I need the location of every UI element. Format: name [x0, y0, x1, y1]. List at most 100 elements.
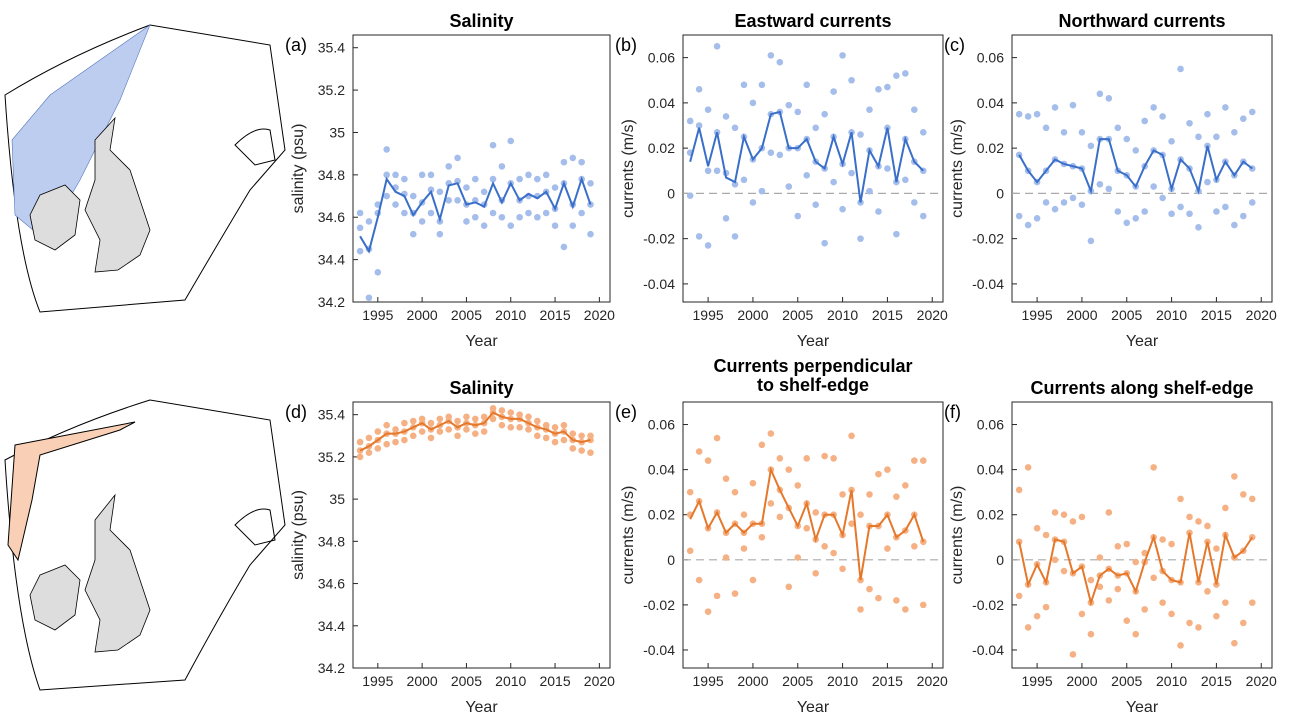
scatter-point	[1078, 128, 1086, 136]
scatter-point	[857, 511, 864, 519]
scatter-point	[1204, 522, 1211, 530]
scatter-point	[1060, 128, 1068, 136]
scatter-point	[1123, 617, 1131, 624]
scatter-point	[507, 424, 515, 431]
scatter-point	[418, 218, 426, 225]
scatter-point	[1024, 624, 1032, 631]
scatter-point	[516, 175, 523, 183]
scatter-point	[695, 576, 703, 584]
scatter-point	[498, 163, 506, 170]
scatter-point	[1186, 619, 1193, 627]
panel-label: (a)	[285, 35, 307, 55]
scatter-point	[857, 131, 864, 138]
scatter-point	[374, 269, 382, 276]
scatter-point	[1195, 224, 1202, 231]
y-tick-label: 35.2	[318, 82, 345, 98]
scatter-point	[1078, 201, 1086, 209]
scatter-point	[365, 434, 373, 442]
axes-box	[682, 401, 944, 669]
scatter-point	[695, 448, 703, 455]
scatter-point	[1240, 115, 1247, 123]
scatter-point	[776, 513, 784, 521]
x-tick-label: 2020	[584, 307, 615, 323]
scatter-point	[489, 175, 497, 183]
scatter-point	[560, 158, 568, 166]
scatter-point	[803, 81, 811, 89]
scatter-point	[1042, 603, 1050, 611]
mean-line	[689, 110, 924, 203]
scatter-point	[427, 209, 435, 217]
scatter-point	[1105, 185, 1113, 193]
y-tick-label: 0.04	[648, 95, 675, 111]
scatter-point	[480, 188, 488, 196]
scatter-point	[722, 554, 730, 561]
scatter-point	[463, 184, 470, 191]
y-tick-label: 34.2	[318, 294, 345, 310]
scatter-point	[812, 201, 819, 209]
scatter-point	[498, 421, 506, 429]
scatter-point	[866, 585, 873, 593]
x-tick-label: 2010	[495, 673, 526, 689]
scatter-point	[812, 124, 819, 132]
scatter-point	[767, 149, 775, 156]
scatter-point	[911, 199, 918, 206]
scatter-point	[1096, 90, 1104, 98]
scatter-point	[704, 167, 712, 175]
scatter-point	[803, 524, 811, 532]
scatter-point	[767, 52, 775, 59]
x-tick-label: 2005	[1111, 673, 1142, 689]
chart-title: Salinity	[449, 11, 513, 31]
scatter-point	[1024, 221, 1032, 229]
scatter-point	[1087, 630, 1095, 638]
scatter-point	[489, 141, 497, 149]
scatter-point	[1015, 110, 1023, 118]
scatter-point	[507, 409, 515, 416]
scatter-point	[1114, 124, 1122, 132]
scatter-point	[401, 419, 408, 427]
chart-title: Eastward currents	[734, 11, 891, 31]
scatter-point	[436, 230, 444, 238]
scatter-point	[356, 224, 364, 232]
scatter-point	[534, 432, 541, 440]
scatter-point	[551, 184, 559, 191]
scatter-point	[525, 171, 532, 179]
scatter-point	[365, 294, 373, 302]
scatter-point	[695, 233, 703, 240]
x-tick-label: 2015	[1201, 307, 1232, 323]
scatter-point	[1051, 509, 1059, 516]
scatter-point	[1231, 473, 1238, 480]
x-axis-label: Year	[1126, 699, 1159, 716]
scatter-point	[830, 549, 837, 557]
scatter-point	[445, 413, 453, 421]
panel-label: (f)	[944, 402, 961, 422]
chart-title: Salinity	[449, 378, 513, 398]
scatter-point	[534, 417, 541, 425]
scatter-point	[1114, 208, 1122, 215]
scatter-point	[911, 542, 918, 550]
x-tick-label: 1995	[362, 673, 393, 689]
scatter-point	[560, 436, 568, 444]
scatter-point	[1096, 554, 1104, 561]
scatter-point	[1123, 540, 1131, 548]
chart-title: to shelf-edge	[757, 375, 869, 395]
scatter-point	[569, 445, 577, 452]
scatter-point	[1248, 495, 1256, 503]
chart-title: Currents perpendicular	[713, 356, 912, 376]
scatter-point	[1069, 651, 1077, 658]
scatter-point	[1069, 101, 1077, 109]
scatter-point	[1105, 597, 1113, 604]
y-tick-label: 35.2	[318, 449, 345, 465]
y-tick-label: 0.02	[977, 507, 1004, 523]
y-tick-label: 0	[996, 552, 1004, 568]
scatter-point	[686, 192, 694, 199]
scatter-point	[749, 479, 757, 487]
scatter-point	[1213, 545, 1220, 552]
scatter-point	[704, 608, 712, 615]
scatter-point	[1248, 199, 1256, 206]
y-tick-label: 0	[667, 552, 675, 568]
scatter-point	[722, 214, 730, 222]
y-tick-label: 34.8	[318, 167, 345, 183]
x-tick-label: 2010	[1156, 673, 1187, 689]
scatter-point	[1123, 219, 1131, 227]
scatter-point	[866, 187, 873, 195]
